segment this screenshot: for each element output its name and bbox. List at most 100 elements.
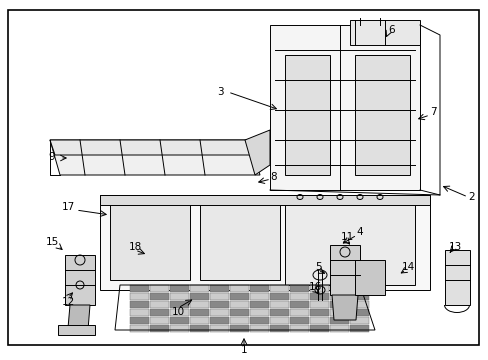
Bar xyxy=(329,293,348,300)
Text: 4: 4 xyxy=(356,227,363,237)
Bar xyxy=(150,293,169,300)
Bar xyxy=(269,293,288,300)
Bar xyxy=(249,317,268,324)
Bar xyxy=(329,301,348,308)
Bar xyxy=(329,317,348,324)
Bar xyxy=(170,309,189,316)
Bar xyxy=(229,317,248,324)
Bar xyxy=(130,301,149,308)
Text: 8: 8 xyxy=(270,172,277,182)
Text: 16: 16 xyxy=(308,282,321,292)
Bar xyxy=(190,293,208,300)
Bar xyxy=(209,317,228,324)
Bar xyxy=(289,301,308,308)
Polygon shape xyxy=(65,255,95,305)
Text: 3: 3 xyxy=(216,87,223,97)
Bar xyxy=(349,301,368,308)
Bar xyxy=(249,301,268,308)
Bar xyxy=(170,293,189,300)
Bar xyxy=(249,325,268,332)
Polygon shape xyxy=(100,195,429,290)
Bar xyxy=(229,309,248,316)
Bar xyxy=(130,325,149,332)
Bar xyxy=(229,285,248,292)
Text: 10: 10 xyxy=(171,307,184,317)
Text: 12: 12 xyxy=(61,297,75,307)
Bar xyxy=(170,325,189,332)
Polygon shape xyxy=(68,305,90,330)
Polygon shape xyxy=(58,325,95,335)
Bar xyxy=(349,317,368,324)
Bar xyxy=(289,309,308,316)
Bar xyxy=(190,285,208,292)
Polygon shape xyxy=(50,140,254,155)
Bar xyxy=(269,309,288,316)
Text: 14: 14 xyxy=(401,262,414,272)
Bar xyxy=(289,325,308,332)
Bar xyxy=(309,325,328,332)
Bar xyxy=(249,293,268,300)
Polygon shape xyxy=(331,295,357,320)
Bar xyxy=(269,325,288,332)
Text: 9: 9 xyxy=(49,152,55,162)
Polygon shape xyxy=(50,140,260,175)
Text: 18: 18 xyxy=(128,242,142,252)
Bar xyxy=(209,285,228,292)
Bar xyxy=(329,325,348,332)
Text: 13: 13 xyxy=(447,242,461,252)
Bar xyxy=(269,301,288,308)
Bar xyxy=(170,285,189,292)
Bar xyxy=(190,301,208,308)
Bar xyxy=(150,317,169,324)
Bar xyxy=(229,293,248,300)
Bar xyxy=(329,285,348,292)
Text: 6: 6 xyxy=(388,25,394,35)
Bar xyxy=(209,309,228,316)
Bar xyxy=(309,301,328,308)
Bar xyxy=(285,200,414,285)
Bar xyxy=(349,293,368,300)
Polygon shape xyxy=(100,195,429,205)
Polygon shape xyxy=(269,25,419,190)
Bar xyxy=(130,317,149,324)
Bar xyxy=(209,325,228,332)
Bar xyxy=(349,309,368,316)
Bar xyxy=(130,309,149,316)
Bar xyxy=(209,293,228,300)
Bar xyxy=(269,317,288,324)
Text: 5: 5 xyxy=(314,262,321,272)
Bar xyxy=(229,325,248,332)
Bar xyxy=(190,317,208,324)
Text: 2: 2 xyxy=(468,192,474,202)
Bar xyxy=(209,301,228,308)
Text: 11: 11 xyxy=(340,232,353,242)
Bar xyxy=(349,285,368,292)
Bar xyxy=(130,293,149,300)
Bar xyxy=(309,309,328,316)
Bar xyxy=(190,309,208,316)
Bar xyxy=(329,309,348,316)
Bar xyxy=(130,285,149,292)
Bar xyxy=(249,309,268,316)
Bar xyxy=(289,293,308,300)
Text: 7: 7 xyxy=(429,107,435,117)
Polygon shape xyxy=(354,260,384,295)
Bar xyxy=(289,317,308,324)
Bar xyxy=(150,309,169,316)
Text: 15: 15 xyxy=(45,237,59,247)
Bar xyxy=(354,55,409,175)
Polygon shape xyxy=(444,250,469,305)
Bar xyxy=(349,325,368,332)
Bar xyxy=(229,301,248,308)
Text: 17: 17 xyxy=(61,202,75,212)
Bar xyxy=(200,200,280,280)
Bar xyxy=(150,301,169,308)
Bar xyxy=(289,285,308,292)
Polygon shape xyxy=(244,130,269,175)
Bar xyxy=(110,200,190,280)
Bar xyxy=(309,285,328,292)
Bar xyxy=(170,301,189,308)
Bar xyxy=(190,325,208,332)
Bar xyxy=(170,317,189,324)
Bar xyxy=(309,317,328,324)
